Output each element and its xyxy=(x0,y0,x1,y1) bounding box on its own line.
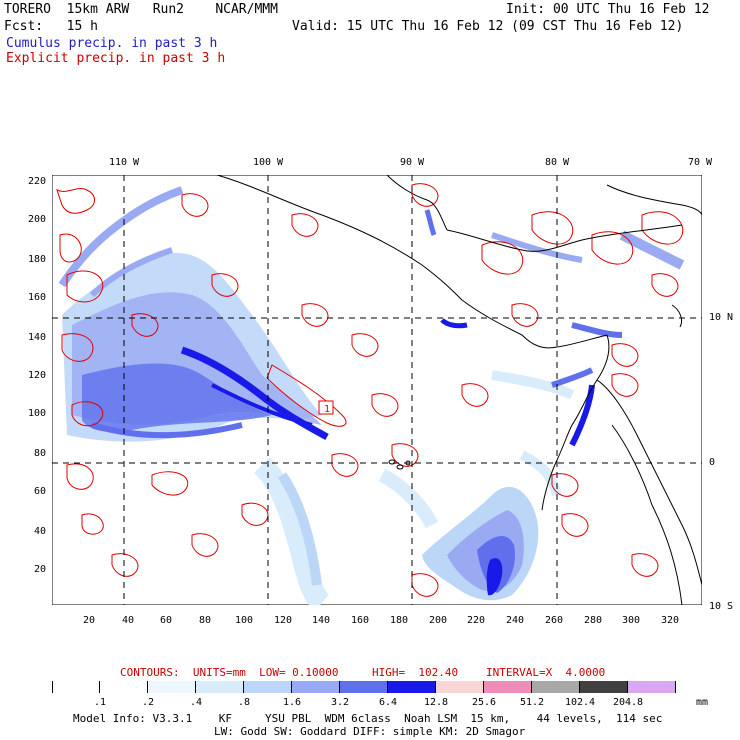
x-tick: 200 xyxy=(428,615,448,626)
colorbar xyxy=(52,681,676,693)
colorbar-cell xyxy=(100,681,148,693)
y-tick: 40 xyxy=(33,526,46,537)
y-tick: 20 xyxy=(33,564,46,575)
x-tick: 60 xyxy=(159,615,173,626)
y-tick: 80 xyxy=(33,448,46,459)
model-physics: LW: Godd SW: Goddard DIFF: simple KM: 2D… xyxy=(214,725,526,738)
colorbar-cell xyxy=(292,681,340,693)
x-tick: 140 xyxy=(311,615,331,626)
x-tick: 160 xyxy=(350,615,370,626)
model-title: TORERO 15km ARW Run2 NCAR/MMM xyxy=(4,2,278,17)
colorbar-tick: .4 xyxy=(189,697,203,708)
contour-high: HIGH= 102.40 xyxy=(372,666,459,679)
forecast-hour: Fcst: 15 h xyxy=(4,19,98,34)
colorbar-cell xyxy=(436,681,484,693)
colorbar-tick: 204.8 xyxy=(612,697,644,708)
y-tick: 180 xyxy=(27,254,46,265)
x-tick: 320 xyxy=(660,615,680,626)
x-tick: 120 xyxy=(273,615,293,626)
x-tick: 80 xyxy=(198,615,212,626)
precip-map: 1 xyxy=(52,175,702,605)
colorbar-cell xyxy=(244,681,292,693)
colorbar-cell xyxy=(628,681,676,693)
x-tick: 100 xyxy=(234,615,254,626)
explicit-legend-label: Explicit precip. in past 3 h xyxy=(6,51,226,66)
colorbar-cell xyxy=(148,681,196,693)
y-tick: 100 xyxy=(27,408,46,419)
colorbar-tick: .8 xyxy=(237,697,251,708)
lat-label: 0 xyxy=(709,457,716,468)
colorbar-cell xyxy=(196,681,244,693)
x-tick: 180 xyxy=(389,615,409,626)
explicit-contours xyxy=(56,183,684,597)
x-tick: 300 xyxy=(621,615,641,626)
lat-label: 10 N xyxy=(709,312,734,323)
colorbar-cell xyxy=(532,681,580,693)
colorbar-tick: .2 xyxy=(141,697,155,708)
galapagos-islands xyxy=(388,459,411,470)
colorbar-cell xyxy=(52,681,100,693)
y-tick: 220 xyxy=(27,176,46,187)
lon-label: 100 W xyxy=(252,157,284,168)
y-tick: 140 xyxy=(27,332,46,343)
contour-units: CONTOURS: UNITS=mm LOW= 0.10000 xyxy=(120,666,339,679)
y-tick: 160 xyxy=(27,292,46,303)
x-tick: 220 xyxy=(466,615,486,626)
graticule xyxy=(52,175,702,605)
colorbar-tick: 3.2 xyxy=(330,697,350,708)
y-tick: 120 xyxy=(27,370,46,381)
contour-interval: INTERVAL=X 4.0000 xyxy=(486,666,606,679)
cumulus-legend-label: Cumulus precip. in past 3 h xyxy=(6,36,218,51)
colorbar-unit: mm xyxy=(695,697,709,708)
colorbar-tick: 51.2 xyxy=(519,697,545,708)
colorbar-tick: 102.4 xyxy=(564,697,596,708)
model-info: Model Info: V3.3.1 KF YSU PBL WDM 6class… xyxy=(73,712,663,725)
x-tick: 240 xyxy=(505,615,525,626)
y-tick: 60 xyxy=(33,486,46,497)
colorbar-tick: 12.8 xyxy=(423,697,449,708)
lon-label: 70 W xyxy=(687,157,713,168)
lon-label: 80 W xyxy=(544,157,570,168)
colorbar-cell xyxy=(484,681,532,693)
colorbar-cell xyxy=(388,681,436,693)
precip-shading xyxy=(58,186,685,605)
contour-label-box xyxy=(318,400,334,415)
x-tick: 40 xyxy=(121,615,135,626)
coastlines xyxy=(216,175,702,605)
valid-time: Valid: 15 UTC Thu 16 Feb 12 (09 CST Thu … xyxy=(292,19,684,34)
x-tick: 280 xyxy=(583,615,603,626)
colorbar-tick: .1 xyxy=(93,697,107,708)
x-tick: 260 xyxy=(544,615,564,626)
x-tick: 20 xyxy=(82,615,96,626)
lon-label: 90 W xyxy=(399,157,425,168)
colorbar-tick: 25.6 xyxy=(471,697,497,708)
init-time: Init: 00 UTC Thu 16 Feb 12 xyxy=(506,2,710,17)
y-tick: 200 xyxy=(27,214,46,225)
colorbar-cell xyxy=(580,681,628,693)
contour-label: 1 xyxy=(324,404,330,415)
colorbar-tick: 1.6 xyxy=(282,697,302,708)
colorbar-cell xyxy=(340,681,388,693)
lat-label: 10 S xyxy=(709,601,734,612)
lon-label: 110 W xyxy=(108,157,140,168)
colorbar-tick: 6.4 xyxy=(378,697,398,708)
